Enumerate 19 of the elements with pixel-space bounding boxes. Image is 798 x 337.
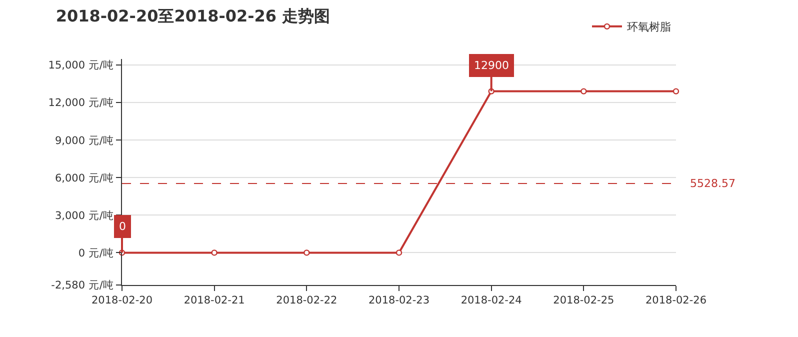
annotation: 0 [119,220,126,233]
x-tick-label: 2018-02-22 [276,294,338,307]
x-tick-label: 2018-02-26 [645,294,707,307]
y-tick-label: 0 元/吨 [78,246,114,260]
legend-label: 环氧树脂 [627,20,671,34]
y-tick-label: 6,000 元/吨 [54,171,114,184]
annotation: 12900 [474,59,509,72]
x-tick-label: 2018-02-20 [91,294,153,307]
y-tick-label: 3,000 元/吨 [54,208,114,222]
y-tick-label: -2,580 元/吨 [51,278,114,292]
chart-title: 2018-02-20至2018-02-26 走势图 [56,6,330,26]
ref-line-label: 5528.57 [690,177,736,190]
y-tick-label: 15,000 元/吨 [48,58,114,72]
x-tick-label: 2018-02-23 [368,294,430,307]
x-tick-label: 2018-02-24 [460,294,522,307]
y-tick-label: 9,000 元/吨 [54,134,114,147]
y-tick-label: 12,000 元/吨 [48,96,114,110]
x-tick-label: 2018-02-21 [184,294,245,307]
x-tick-label: 2018-02-25 [553,294,614,307]
